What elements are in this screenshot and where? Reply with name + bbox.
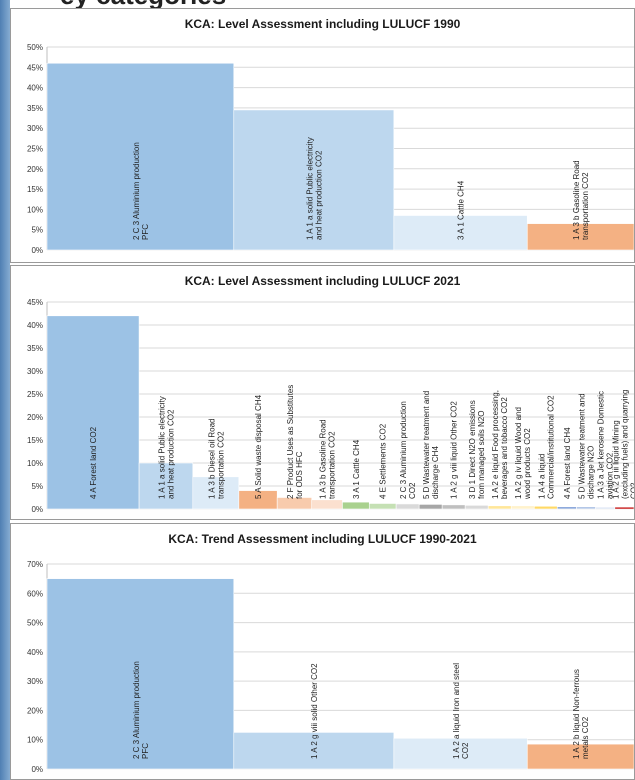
y-tick-label: 40% <box>27 648 43 657</box>
y-tick-label: 0% <box>31 246 43 255</box>
category-label: 1 A 1 a solid Public electricityand heat… <box>305 137 323 240</box>
chart-level-1990: 0% 5% 10% 15% 20% 25% 30% 35% 40% 45% 50% 2 C 3 Alu… <box>27 43 634 255</box>
y-tick-label: 60% <box>27 589 43 598</box>
chart-title: KCA: Level Assessment including LULUCF 1… <box>184 17 461 31</box>
y-tick-label: 15% <box>27 185 43 194</box>
chart-panel-trend-1990-2021: KCA: Trend Assessment including LULUCF 1… <box>10 523 635 780</box>
category-label: 1 A 3 a Jet kerosene Domesticaviation CO… <box>597 391 615 499</box>
y-tick-label: 15% <box>27 436 43 445</box>
page-heading-fragment: ey categories <box>60 0 480 10</box>
y-tick-label: 40% <box>27 84 43 93</box>
y-tick-label: 25% <box>27 390 43 399</box>
category-label: 5 D Wastewater teatment anddischarge N2O <box>578 393 596 499</box>
y-tick-label: 20% <box>27 413 43 422</box>
bar <box>510 505 535 510</box>
category-label: 3 D 1 Direct N2O emissionsfrom managed s… <box>468 400 486 499</box>
bar <box>526 743 634 770</box>
category-label: 2 C 3 Aluminium productionPFC <box>132 661 150 759</box>
category-label: 4 A Forest land CO2 <box>89 426 98 499</box>
category-label: 1 A 2 e liquid Food processing,beverages… <box>491 390 509 499</box>
category-label: 1 A 4 a liquidCommercial/institutional C… <box>537 395 555 499</box>
y-tick-label: 30% <box>27 124 43 133</box>
bar <box>233 109 395 251</box>
y-tick-label: 5% <box>31 226 43 235</box>
bar <box>556 506 577 510</box>
y-tick-label: 45% <box>27 298 43 307</box>
category-label: 3 A 1 Cattle CH4 <box>352 439 361 499</box>
y-tick-label: 10% <box>27 205 43 214</box>
category-label: 1 A 2 g iv liquid Wood andwood products … <box>514 407 532 500</box>
y-tick-label: 50% <box>27 619 43 628</box>
category-label: 1 A 2 g viii solid Other CO2 <box>310 663 319 759</box>
category-label: 1 A 2 g iii liquid Mining(excluding fuel… <box>611 390 635 499</box>
category-label: 4 A Forest land CH4 <box>563 427 572 499</box>
y-tick-label: 5% <box>31 482 43 491</box>
bar <box>393 215 528 251</box>
y-tick-label: 45% <box>27 63 43 72</box>
bar <box>576 506 596 510</box>
bar <box>526 223 634 251</box>
bar <box>595 506 616 510</box>
category-label: 1 A 2 g viii liquid Other CO2 <box>450 401 459 499</box>
y-tick-label: 20% <box>27 706 43 715</box>
chart-title: KCA: Trend Assessment including LULUCF 1… <box>168 532 477 546</box>
category-label: 1 A 2 a liquid Iron and steelCO2 <box>452 663 470 759</box>
bar <box>46 578 235 770</box>
y-tick-label: 10% <box>27 459 43 468</box>
bar <box>46 62 235 251</box>
bar <box>342 501 370 510</box>
bar <box>46 315 140 510</box>
bar <box>614 506 634 510</box>
y-tick-label: 50% <box>27 43 43 52</box>
category-label: 1 A 3 b Gasoline Roadtransportation CO2 <box>319 419 337 499</box>
bar <box>192 476 240 510</box>
bar <box>368 503 397 510</box>
chart-level-2021: 0% 5% 10% 15% 20% 25% 30% 35% 40% 45% 4 A Forest l… <box>27 298 635 514</box>
left-accent-strip <box>0 0 10 780</box>
chart-title: KCA: Level Assessment including LULUCF 2… <box>184 274 461 288</box>
category-label: 5 D Wastewater treatment anddischarge CH… <box>422 391 440 499</box>
chart-panel-level-1990: KCA: Level Assessment including LULUCF 1… <box>10 8 635 263</box>
chart-panel-level-2021: KCA: Level Assessment including LULUCF 2… <box>10 265 635 520</box>
category-label: 3 A 1 Cattle CH4 <box>457 180 466 240</box>
bar <box>395 503 420 510</box>
y-tick-label: 70% <box>27 560 43 569</box>
bar <box>533 505 558 510</box>
y-tick-label: 40% <box>27 321 43 330</box>
y-tick-label: 35% <box>27 344 43 353</box>
category-label: 5 A Solid waste disposal CH4 <box>254 394 263 499</box>
category-label: 1 A 2 b liquid Non-ferrousmetals CO2 <box>572 669 590 759</box>
y-tick-label: 25% <box>27 145 43 154</box>
bar <box>393 737 528 770</box>
y-tick-label: 30% <box>27 677 43 686</box>
y-tick-label: 30% <box>27 367 43 376</box>
y-tick-label: 0% <box>31 765 43 774</box>
y-tick-label: 10% <box>27 736 43 745</box>
category-label: 1 A 3 b Gasoline Roadtransportation CO2 <box>572 160 590 240</box>
category-label: 2 C 3 Aluminium productionCO2 <box>399 401 417 499</box>
y-tick-label: 0% <box>31 505 43 514</box>
y-tick-label: 35% <box>27 104 43 113</box>
bar <box>418 504 443 510</box>
bar <box>441 504 466 510</box>
bar <box>487 505 512 510</box>
bar <box>233 732 395 770</box>
category-label: 1 A 3 b Diesel oil Roadtransportation CO… <box>207 419 225 500</box>
category-label: 4 E Settlements CO2 <box>379 423 388 499</box>
bar <box>464 505 489 510</box>
chart-trend-1990-2021: 0% 10% 20% 30% 40% 50% 60% 70% 2 C 3 Aluminium p… <box>27 560 634 774</box>
category-label: 2 F Product Uses as Substitutesfor ODS H… <box>286 385 304 499</box>
category-label: 2 C 3 Aluminium productionPFC <box>132 142 150 240</box>
category-label: 1 A 1 a solid Public electricityand heat… <box>157 396 175 499</box>
bar <box>311 499 343 510</box>
bar <box>138 462 194 510</box>
y-tick-label: 20% <box>27 165 43 174</box>
